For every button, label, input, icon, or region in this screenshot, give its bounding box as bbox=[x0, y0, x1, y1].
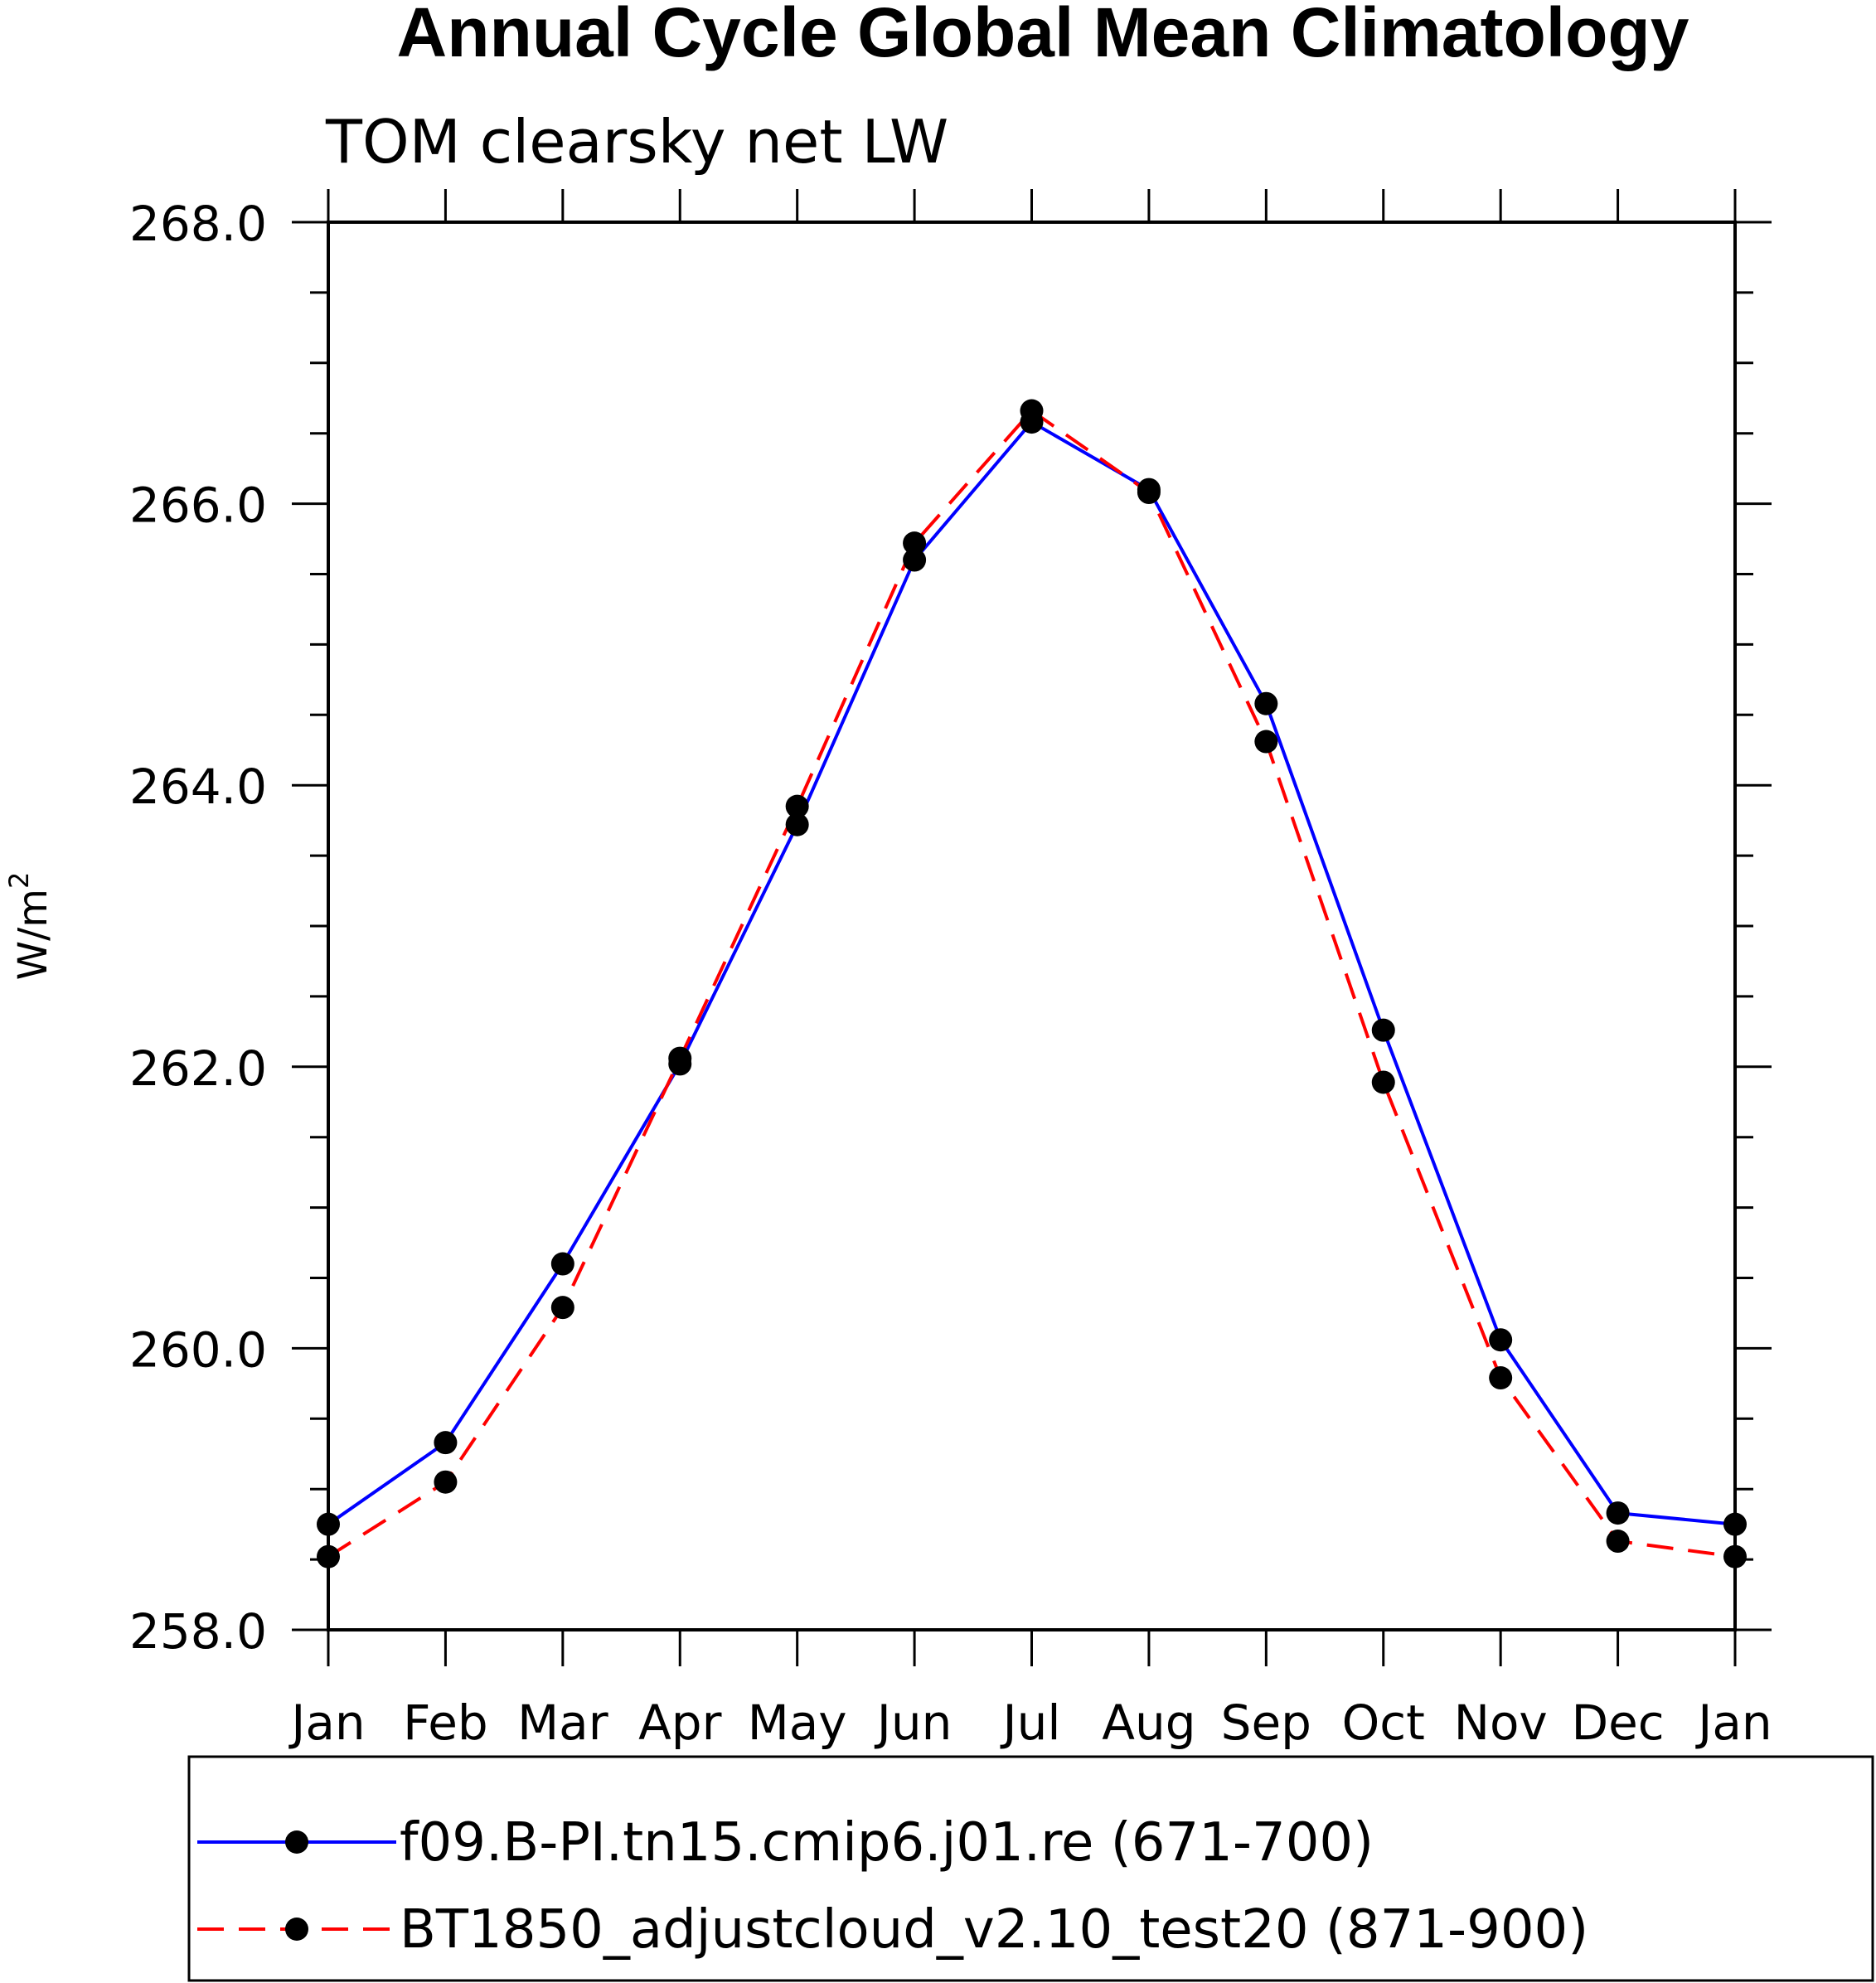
x-tick-label: Nov bbox=[1454, 1695, 1548, 1751]
data-point-series-2 bbox=[550, 1296, 574, 1320]
x-tick-label: May bbox=[748, 1695, 847, 1751]
data-point-series-1 bbox=[1489, 1328, 1513, 1352]
data-point-series-2 bbox=[1723, 1544, 1747, 1568]
y-tick-label: 258.0 bbox=[129, 1603, 267, 1660]
series-line-2 bbox=[327, 409, 1736, 1559]
x-tick-labels: Jan Feb Mar Apr May Jun Jul Aug Sep Oct Nov Dec Jan bbox=[288, 1695, 1772, 1751]
legend-label-series-1: f09.B-PI.tn15.cmip6.j01.re (671-700) bbox=[400, 1812, 1374, 1874]
data-point-series-2 bbox=[1254, 730, 1278, 754]
y-tick-label: 268.0 bbox=[129, 196, 267, 252]
data-point-series-2 bbox=[434, 1470, 458, 1494]
data-point-series-1 bbox=[1371, 1018, 1395, 1042]
data-point-series-1 bbox=[434, 1431, 458, 1455]
legend-marker-series-2 bbox=[285, 1918, 308, 1941]
data-point-series-2 bbox=[1606, 1530, 1630, 1554]
y-axis-label-base: W/m bbox=[10, 889, 56, 980]
data-point-series-2 bbox=[903, 531, 927, 555]
chart-subtitle: TOM clearsky net LW bbox=[325, 107, 948, 177]
axis-ticks bbox=[292, 189, 1772, 1666]
y-tick-label: 266.0 bbox=[129, 478, 267, 534]
x-tick-label: Jul bbox=[1001, 1695, 1061, 1751]
x-tick-label: Mar bbox=[517, 1695, 608, 1751]
data-point-series-2 bbox=[1489, 1366, 1513, 1390]
data-point-series-2 bbox=[1020, 399, 1044, 423]
data-point-series-1 bbox=[785, 812, 809, 836]
series-line-1 bbox=[327, 420, 1736, 1526]
x-tick-label: Aug bbox=[1102, 1695, 1195, 1751]
data-point-series-2 bbox=[668, 1046, 692, 1070]
y-axis-label-superscript: 2 bbox=[3, 872, 35, 889]
legend: f09.B-PI.tn15.cmip6.j01.re (671-700) BT1… bbox=[187, 1755, 1874, 1982]
data-point-series-2 bbox=[1371, 1070, 1395, 1094]
x-tick-label: Jan bbox=[1695, 1695, 1772, 1751]
x-tick-label: Jun bbox=[875, 1695, 953, 1751]
data-point-series-1 bbox=[1723, 1512, 1747, 1536]
x-tick-label: Sep bbox=[1221, 1695, 1311, 1751]
series-layer bbox=[317, 399, 1747, 1568]
y-tick-label: 260.0 bbox=[129, 1321, 267, 1378]
y-tick-label: 264.0 bbox=[129, 759, 267, 815]
data-point-series-1 bbox=[1254, 691, 1278, 715]
data-point-series-1 bbox=[317, 1512, 340, 1536]
data-point-series-1 bbox=[903, 548, 927, 572]
y-axis-label: W/m2 bbox=[3, 872, 56, 981]
data-point-series-2 bbox=[785, 794, 809, 818]
legend-marker-series-1 bbox=[285, 1830, 308, 1854]
legend-box bbox=[187, 1755, 1874, 1982]
y-tick-labels: 258.0 260.0 262.0 264.0 266.0 268.0 bbox=[129, 196, 267, 1660]
y-tick-label: 262.0 bbox=[129, 1040, 267, 1097]
x-tick-label: Oct bbox=[1342, 1695, 1425, 1751]
legend-label-series-2: BT1850_adjustcloud_v2.10_test20 (871-900… bbox=[400, 1899, 1588, 1961]
data-point-series-1 bbox=[1606, 1501, 1630, 1525]
data-point-series-2 bbox=[1137, 481, 1161, 505]
x-tick-label: Dec bbox=[1571, 1695, 1664, 1751]
data-point-series-2 bbox=[317, 1544, 340, 1568]
x-tick-label: Apr bbox=[638, 1695, 721, 1751]
x-tick-label: Jan bbox=[288, 1695, 365, 1751]
chart-title: Annual Cycle Global Mean Climatology bbox=[397, 0, 1689, 71]
x-tick-label: Feb bbox=[403, 1695, 488, 1751]
data-point-series-1 bbox=[550, 1252, 574, 1276]
